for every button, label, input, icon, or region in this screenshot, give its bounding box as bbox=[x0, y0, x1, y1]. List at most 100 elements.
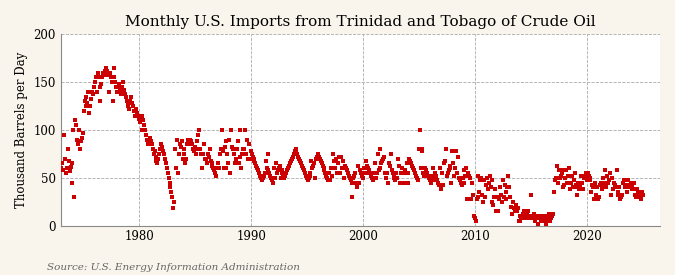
Point bbox=[630, 193, 641, 197]
Point bbox=[605, 193, 616, 197]
Point bbox=[625, 180, 636, 185]
Point bbox=[524, 216, 535, 220]
Point bbox=[552, 180, 563, 185]
Point bbox=[347, 195, 358, 199]
Point bbox=[103, 72, 113, 77]
Point bbox=[344, 174, 354, 178]
Point bbox=[369, 171, 379, 175]
Point bbox=[193, 133, 204, 137]
Point bbox=[179, 147, 190, 151]
Point bbox=[63, 158, 74, 163]
Point bbox=[237, 152, 248, 156]
Point bbox=[540, 222, 551, 226]
Point bbox=[613, 193, 624, 197]
Point bbox=[583, 174, 594, 178]
Point bbox=[373, 168, 384, 172]
Point bbox=[342, 171, 353, 175]
Point bbox=[637, 190, 647, 194]
Point bbox=[517, 214, 528, 218]
Point bbox=[531, 216, 542, 220]
Point bbox=[452, 155, 463, 159]
Point bbox=[477, 193, 487, 197]
Point bbox=[400, 168, 410, 172]
Point bbox=[139, 123, 150, 127]
Point bbox=[146, 142, 157, 147]
Point bbox=[186, 139, 196, 144]
Point bbox=[88, 92, 99, 96]
Point bbox=[59, 133, 70, 137]
Point bbox=[207, 164, 218, 169]
Point bbox=[379, 155, 389, 159]
Point bbox=[443, 168, 454, 172]
Point bbox=[265, 174, 275, 178]
Point bbox=[542, 216, 553, 220]
Point bbox=[537, 214, 547, 218]
Point bbox=[468, 214, 479, 218]
Point bbox=[156, 142, 167, 147]
Point bbox=[310, 176, 321, 180]
Point bbox=[340, 164, 350, 169]
Point bbox=[109, 75, 120, 79]
Point bbox=[61, 166, 72, 170]
Point bbox=[263, 168, 274, 172]
Point bbox=[68, 128, 79, 132]
Point bbox=[410, 174, 421, 178]
Point bbox=[505, 195, 516, 199]
Point bbox=[418, 171, 429, 175]
Point bbox=[283, 166, 294, 170]
Point bbox=[278, 174, 289, 178]
Point bbox=[90, 80, 101, 84]
Point bbox=[157, 145, 167, 149]
Point bbox=[549, 178, 560, 182]
Point bbox=[210, 171, 221, 175]
Point bbox=[354, 168, 365, 172]
Point bbox=[324, 171, 335, 175]
Point bbox=[462, 197, 472, 201]
Point bbox=[169, 200, 180, 204]
Point bbox=[425, 178, 435, 182]
Point bbox=[317, 164, 328, 169]
Point bbox=[464, 176, 475, 180]
Point bbox=[115, 92, 126, 96]
Point bbox=[81, 94, 92, 99]
Point bbox=[84, 111, 95, 115]
Point bbox=[108, 66, 119, 70]
Point bbox=[152, 161, 163, 166]
Point bbox=[256, 178, 267, 182]
Point bbox=[190, 152, 201, 156]
Point bbox=[620, 183, 631, 188]
Point bbox=[230, 161, 240, 166]
Point bbox=[150, 155, 161, 159]
Point bbox=[123, 104, 134, 108]
Point bbox=[196, 152, 207, 156]
Point bbox=[303, 176, 314, 180]
Point bbox=[500, 183, 510, 188]
Point bbox=[571, 185, 582, 189]
Point bbox=[194, 128, 205, 132]
Point bbox=[331, 171, 342, 175]
Point bbox=[205, 147, 215, 151]
Point bbox=[349, 174, 360, 178]
Point bbox=[375, 147, 386, 151]
Point bbox=[483, 187, 493, 191]
Point bbox=[459, 180, 470, 185]
Point bbox=[149, 149, 160, 153]
Point bbox=[113, 85, 124, 89]
Point bbox=[136, 128, 147, 132]
Point bbox=[507, 212, 518, 216]
Point bbox=[58, 168, 69, 172]
Point bbox=[497, 178, 508, 182]
Point bbox=[122, 101, 133, 105]
Point bbox=[167, 195, 178, 199]
Point bbox=[352, 164, 363, 169]
Point bbox=[249, 158, 260, 163]
Point bbox=[401, 161, 412, 166]
Point bbox=[192, 147, 203, 151]
Point bbox=[449, 174, 460, 178]
Point bbox=[589, 197, 599, 201]
Point bbox=[227, 145, 238, 149]
Point bbox=[294, 156, 304, 161]
Point bbox=[484, 174, 495, 178]
Point bbox=[407, 164, 418, 169]
Point bbox=[128, 104, 138, 108]
